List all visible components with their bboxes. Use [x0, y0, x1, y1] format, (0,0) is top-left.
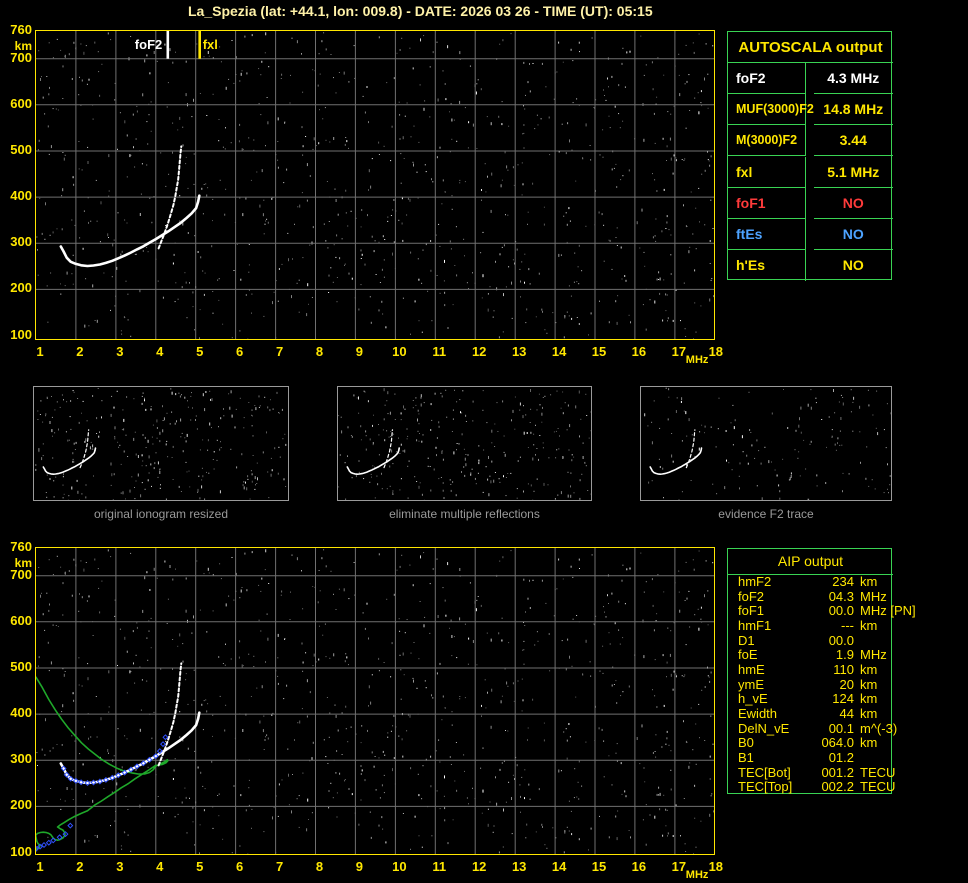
svg-text:foF2: foF2 [135, 37, 162, 52]
svg-text:fxl: fxl [203, 37, 218, 52]
